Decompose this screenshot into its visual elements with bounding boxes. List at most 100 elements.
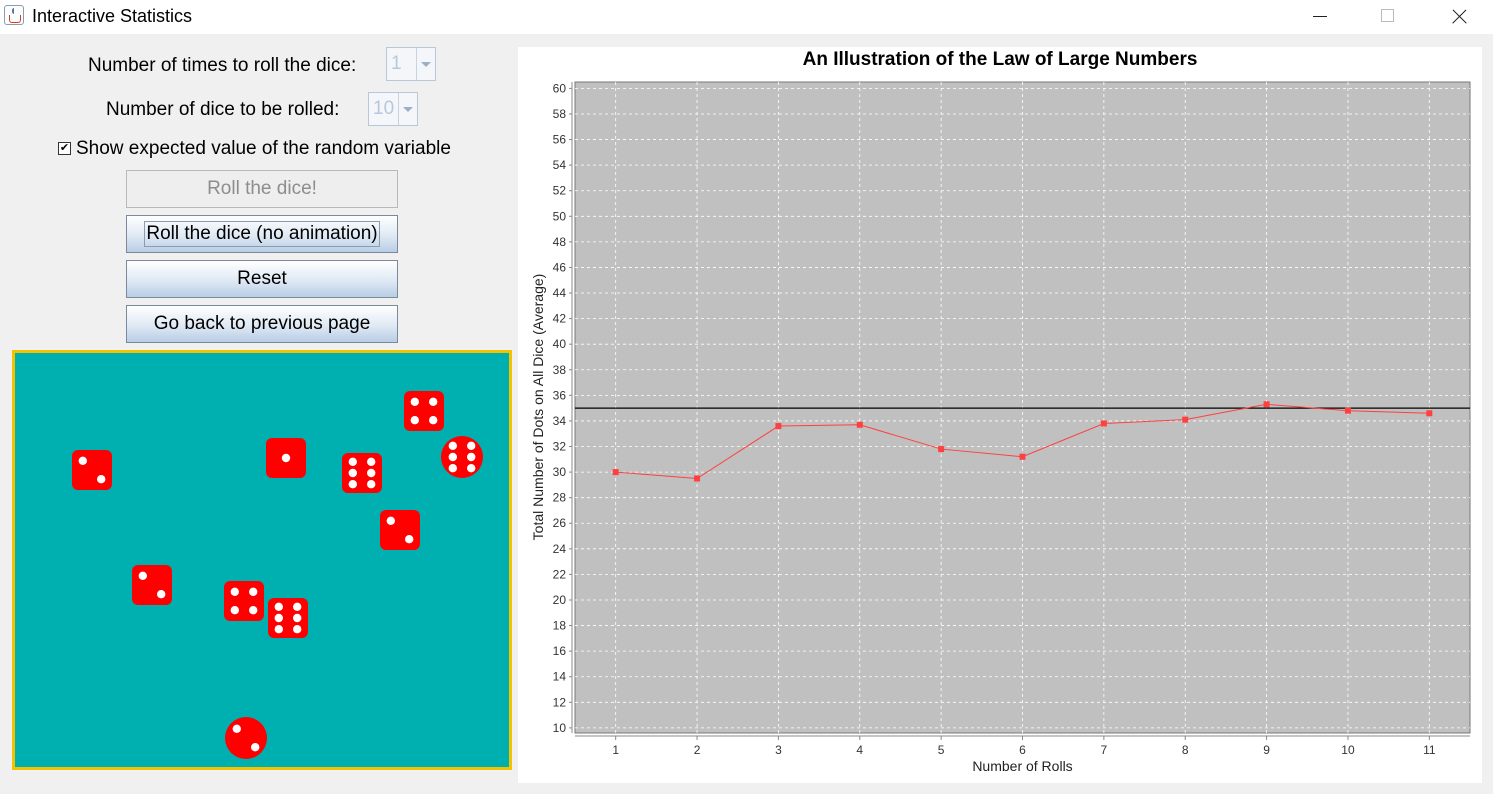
- x-tick-label: 11: [1423, 743, 1436, 757]
- die-pip: [448, 441, 457, 450]
- y-tick-label: 24: [553, 542, 567, 556]
- y-tick-label: 26: [553, 516, 567, 530]
- x-tick-label: 3: [775, 743, 782, 757]
- x-tick-label: 4: [856, 743, 863, 757]
- y-tick-label: 42: [553, 312, 567, 326]
- chevron-down-icon: [398, 93, 417, 125]
- y-tick-label: 28: [553, 491, 567, 505]
- die-pip: [97, 475, 106, 484]
- die-pip: [78, 456, 87, 465]
- y-tick-label: 54: [553, 158, 567, 172]
- die-face-1: [266, 438, 306, 478]
- roll-dice-button[interactable]: Roll the dice!: [126, 170, 398, 208]
- data-point: [1344, 407, 1351, 414]
- x-tick-label: 2: [694, 743, 701, 757]
- minimize-button[interactable]: [1296, 0, 1342, 34]
- die-body: [342, 453, 382, 493]
- line-chart: 1012141618202224262830323436384042444648…: [553, 81, 1471, 757]
- reset-button[interactable]: Reset: [126, 260, 398, 298]
- show-expected-checkbox[interactable]: ✔: [58, 142, 71, 155]
- die-pip: [230, 587, 239, 596]
- x-tick-label: 7: [1101, 743, 1108, 757]
- dice-count-value: 10: [373, 98, 395, 119]
- rolls-count-value: 1: [391, 53, 402, 74]
- data-point: [938, 446, 945, 453]
- die-pip: [274, 625, 283, 634]
- die-body: [404, 391, 444, 431]
- die-pip: [467, 452, 476, 462]
- die-face-6: [268, 598, 308, 638]
- roll-dice-no-animation-button[interactable]: Roll the dice (no animation): [126, 215, 398, 253]
- y-tick-label: 12: [553, 695, 567, 709]
- die-face-6: [342, 453, 382, 493]
- x-tick-label: 1: [612, 743, 619, 757]
- data-point: [856, 421, 863, 428]
- dice-canvas: [72, 391, 483, 759]
- die-pip: [429, 397, 438, 406]
- y-tick-label: 50: [553, 209, 567, 223]
- show-expected-label: Show expected value of the random variab…: [76, 138, 451, 159]
- die-pip: [448, 464, 457, 473]
- y-tick-label: 22: [553, 567, 567, 581]
- y-tick-label: 48: [553, 235, 567, 249]
- y-tick-label: 34: [553, 414, 567, 428]
- close-button[interactable]: [1436, 0, 1482, 34]
- chart-title: An Illustration of the Law of Large Numb…: [802, 49, 1198, 70]
- y-tick-label: 10: [553, 721, 567, 735]
- y-tick-label: 52: [553, 184, 567, 198]
- x-tick-label: 5: [938, 743, 945, 757]
- die-pip: [274, 613, 283, 623]
- y-tick-label: 40: [553, 337, 567, 351]
- die-body: [225, 717, 267, 759]
- x-tick-label: 10: [1341, 743, 1355, 757]
- die-pip: [157, 590, 166, 599]
- die-pip: [138, 571, 147, 580]
- y-tick-label: 58: [553, 107, 567, 121]
- y-tick-label: 20: [553, 593, 567, 607]
- window-title: Interactive Statistics: [32, 6, 193, 26]
- rolls-count-dropdown[interactable]: 1: [386, 47, 436, 81]
- die-pip: [348, 468, 357, 478]
- x-tick-label: 8: [1182, 743, 1189, 757]
- die-body: [132, 565, 172, 605]
- dice-panel: [12, 350, 512, 770]
- die-body: [441, 436, 483, 478]
- dice-count-label: Number of dice to be rolled:: [106, 99, 340, 120]
- dice-count-dropdown[interactable]: 10: [368, 92, 418, 126]
- y-tick-label: 18: [553, 619, 567, 633]
- java-app-icon: [4, 5, 24, 25]
- die-pip: [281, 453, 291, 463]
- die-pip: [232, 724, 241, 733]
- chart-panel: 10 12 14 16 18 20 22 24 26 28 30 32 34 36 38 40 42 44 46 48…: [518, 47, 1482, 783]
- y-tick-label: 38: [553, 363, 567, 377]
- y-tick-label: 16: [553, 644, 567, 658]
- die-pip: [251, 743, 260, 752]
- maximize-button[interactable]: [1365, 0, 1411, 34]
- die-face-4: [404, 391, 444, 431]
- die-pip: [249, 587, 258, 596]
- y-tick-label: 60: [553, 81, 567, 95]
- die-pip: [293, 602, 302, 611]
- die-pip: [429, 416, 438, 425]
- die-face-2: [380, 510, 420, 550]
- data-point: [1263, 401, 1270, 408]
- die-pip: [293, 625, 302, 634]
- y-tick-label: 56: [553, 133, 567, 147]
- back-button[interactable]: Go back to previous page: [126, 305, 398, 343]
- die-face-2: [72, 450, 112, 490]
- die-pip: [367, 457, 376, 466]
- die-pip: [274, 602, 283, 611]
- data-point: [1019, 453, 1026, 460]
- die-body: [72, 450, 112, 490]
- die-body: [380, 510, 420, 550]
- y-tick-label: 44: [553, 286, 567, 300]
- die-pip: [467, 464, 476, 473]
- data-point: [775, 423, 782, 430]
- data-point: [1182, 416, 1189, 423]
- die-body: [268, 598, 308, 638]
- x-tick-label: 6: [1019, 743, 1026, 757]
- x-tick-label: 9: [1263, 743, 1270, 757]
- die-face-2: [132, 565, 172, 605]
- die-pip: [367, 468, 376, 478]
- data-point: [1426, 410, 1433, 417]
